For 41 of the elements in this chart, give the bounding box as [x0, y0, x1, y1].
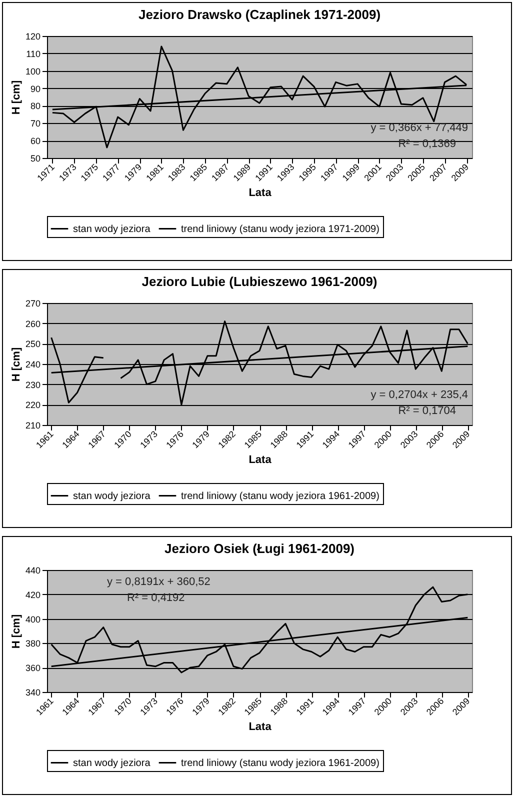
y-tick-label: 270	[25, 298, 40, 308]
y-tick-label: 250	[25, 339, 40, 350]
y-tick-label: 260	[25, 318, 40, 329]
y-tick-label: 80	[30, 101, 40, 112]
chart-title: Jezioro Osiek (Ługi 1961-2009)	[164, 541, 355, 556]
y-tick-label: 100	[25, 66, 40, 76]
y-tick-label: 210	[25, 420, 40, 430]
legend-label: trend liniowy (stanu wody jeziora 1961-2009)	[181, 758, 380, 769]
y-tick-label: 400	[25, 614, 40, 624]
y-tick-label: 420	[25, 590, 40, 600]
x-axis-title: Lata	[248, 721, 272, 734]
y-tick-label: 240	[25, 360, 40, 370]
legend-label: trend liniowy (stanu wody jeziora 1971-2009)	[181, 224, 380, 235]
legend-label: stan wody jeziora	[73, 224, 151, 235]
y-axis-title: H [cm]	[10, 347, 22, 382]
y-tick-label: 70	[30, 118, 40, 129]
annotation: y = 0,8191x + 360,52	[107, 576, 210, 588]
y-tick-label: 90	[30, 84, 40, 94]
annotation: y = 0,366x + 77,449	[370, 122, 468, 134]
chart-title: Jezioro Drawsko (Czaplinek 1971-2009)	[138, 7, 381, 22]
chart-title: Jezioro Lubie (Lubieszewo 1961-2009)	[142, 274, 378, 289]
y-tick-label: 380	[25, 638, 40, 649]
annotation: R² = 0,4192	[127, 592, 185, 604]
y-tick-label: 60	[30, 136, 40, 146]
y-tick-label: 110	[26, 48, 40, 59]
y-axis-title: H [cm]	[10, 80, 22, 115]
y-tick-label: 50	[30, 154, 40, 164]
y-tick-label: 220	[25, 400, 40, 410]
y-tick-label: 360	[25, 663, 40, 674]
y-tick-label: 120	[25, 32, 40, 42]
y-tick-label: 440	[25, 566, 40, 576]
y-tick-label: 340	[25, 688, 40, 698]
legend-label: stan wody jeziora	[73, 490, 151, 502]
annotation: R² = 0,1704	[398, 405, 456, 417]
x-axis-title: Lata	[248, 187, 272, 200]
x-axis-title: Lata	[248, 454, 272, 466]
legend-label: stan wody jeziora	[73, 758, 151, 769]
y-axis-title: H [cm]	[10, 614, 22, 649]
legend-label: trend liniowy (stanu wody jeziora 1961-2009)	[181, 490, 380, 502]
annotation: y = 0,2704x + 235,4	[370, 389, 468, 401]
y-tick-label: 230	[25, 380, 40, 390]
